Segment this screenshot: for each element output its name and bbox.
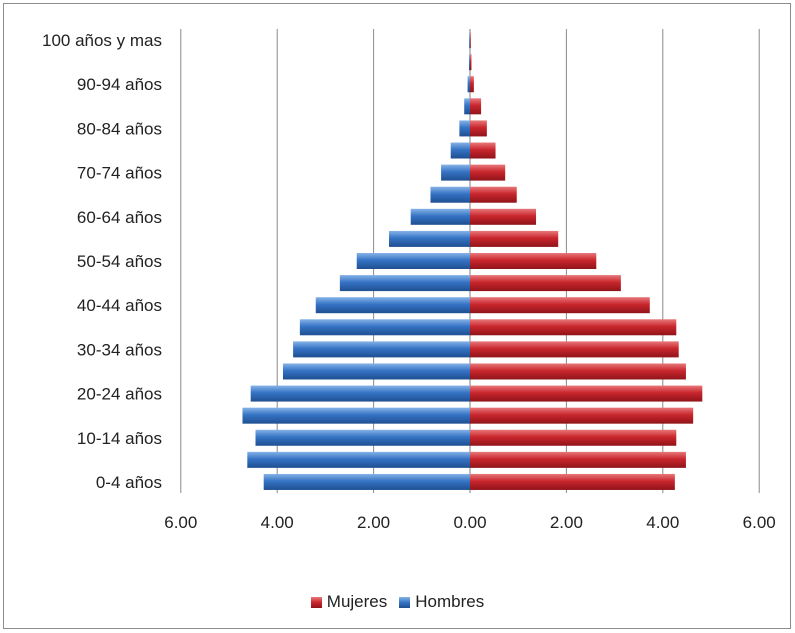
y-tick-label-2: 80-84 años — [77, 119, 162, 138]
bar-hombres-18 — [467, 76, 470, 93]
bar-mujeres-15 — [470, 142, 496, 159]
legend-swatch-hombres — [399, 596, 411, 608]
legend-label-hombres: Hombres — [415, 592, 485, 611]
y-tick-label-10: 0-4 años — [96, 473, 162, 492]
bar-mujeres-10 — [470, 253, 597, 269]
y-tick-label-6: 40-44 años — [77, 296, 162, 315]
bar-mujeres-7 — [470, 319, 677, 336]
x-tick-label-2: 2.00 — [357, 513, 390, 532]
legend-swatch-mujeres — [310, 596, 322, 608]
bar-mujeres-17 — [470, 98, 482, 115]
bar-hombres-3 — [242, 407, 470, 424]
bar-mujeres-8 — [470, 297, 650, 314]
bar-mujeres-11 — [470, 230, 559, 247]
bar-hombres-12 — [410, 208, 470, 225]
y-tick-label-3: 70-74 años — [77, 164, 162, 183]
bar-hombres-11 — [389, 230, 470, 247]
y-tick-label-9: 10-14 años — [77, 429, 162, 448]
bar-hombres-10 — [356, 253, 470, 269]
bar-hombres-6 — [293, 341, 470, 358]
bar-mujeres-16 — [470, 120, 487, 137]
y-tick-label-8: 20-24 años — [77, 385, 162, 404]
bar-hombres-2 — [255, 429, 470, 446]
y-tick-label-1: 90-94 años — [77, 75, 162, 94]
bar-mujeres-12 — [470, 208, 537, 225]
y-tick-label-7: 30-34 años — [77, 340, 162, 359]
bar-hombres-9 — [339, 275, 470, 292]
bar-hombres-8 — [315, 297, 470, 314]
bar-mujeres-20 — [470, 32, 471, 49]
bars — [242, 32, 703, 490]
bar-hombres-7 — [299, 319, 470, 336]
bar-mujeres-13 — [470, 186, 517, 203]
bar-mujeres-9 — [470, 275, 621, 292]
bar-mujeres-2 — [470, 429, 677, 446]
legend-item-hombres: Hombres — [399, 592, 484, 612]
bar-mujeres-3 — [470, 407, 694, 424]
bar-mujeres-0 — [470, 473, 675, 490]
x-tick-label-0: 6.00 — [164, 513, 197, 532]
x-tick-label-6: 6.00 — [743, 513, 776, 532]
bar-hombres-5 — [282, 363, 470, 380]
legend-item-mujeres: Mujeres — [310, 592, 388, 612]
x-tick-label-3: 0.00 — [453, 513, 486, 532]
bar-mujeres-1 — [470, 451, 686, 468]
bar-hombres-1 — [247, 451, 470, 468]
chart-frame — [3, 3, 791, 629]
bar-hombres-20 — [469, 32, 470, 49]
y-tick-label-5: 50-54 años — [77, 252, 162, 271]
bar-mujeres-6 — [470, 341, 679, 358]
bar-hombres-17 — [464, 98, 470, 115]
x-axis-labels: 6.00 4.00 2.00 0.00 2.00 4.00 6.00 — [164, 513, 775, 532]
x-tick-label-5: 4.00 — [646, 513, 679, 532]
bar-mujeres-19 — [470, 54, 472, 71]
x-tick-label-4: 2.00 — [550, 513, 583, 532]
bar-hombres-0 — [263, 473, 470, 490]
legend: Mujeres Hombres — [0, 592, 795, 612]
bar-hombres-14 — [441, 164, 470, 181]
bar-mujeres-18 — [470, 76, 474, 93]
bar-mujeres-4 — [470, 385, 703, 402]
bar-hombres-15 — [450, 142, 470, 159]
bar-mujeres-5 — [470, 363, 686, 380]
legend-label-mujeres: Mujeres — [326, 592, 388, 611]
bar-hombres-19 — [469, 54, 470, 71]
x-tick-label-1: 4.00 — [261, 513, 294, 532]
bar-hombres-13 — [430, 186, 470, 203]
y-tick-label-4: 60-64 años — [77, 208, 162, 227]
bar-hombres-16 — [459, 120, 470, 137]
y-tick-label-0: 100 años y mas — [42, 31, 162, 50]
bar-hombres-4 — [250, 385, 470, 402]
bar-mujeres-14 — [470, 164, 506, 181]
y-axis-labels: 100 años y mas 90-94 años 80-84 años 70-74 … — [42, 31, 162, 492]
